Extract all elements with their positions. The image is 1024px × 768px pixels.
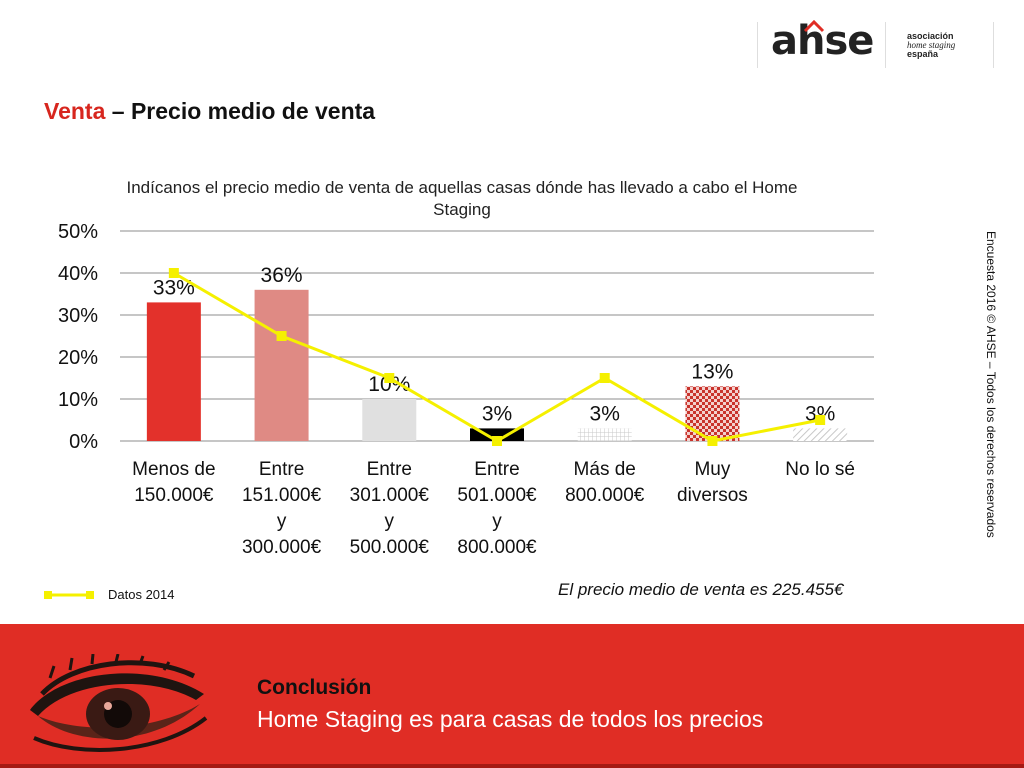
- line-point-2014: [707, 436, 718, 446]
- bar: [254, 289, 309, 441]
- line-point-2014: [276, 331, 287, 341]
- logo-divider: [885, 22, 886, 68]
- y-tick-label: 30%: [58, 305, 98, 327]
- category-label: Muy diversos: [677, 459, 748, 506]
- logo-wordmark: ahse: [771, 18, 874, 64]
- logo-text: asociación home staging españa: [907, 32, 955, 59]
- category-label: Entre 501.000€ y 800.000€: [457, 459, 537, 558]
- series-2014: [168, 268, 826, 446]
- house-roof-icon: [803, 19, 825, 33]
- data-label: 13%: [691, 360, 733, 383]
- line-point-2014: [492, 436, 502, 446]
- y-tick-label: 20%: [58, 347, 98, 369]
- logo-line-2: home staging: [907, 40, 956, 50]
- category-label: Entre 301.000€ y 500.000€: [350, 459, 430, 558]
- logo-divider: [993, 22, 994, 68]
- logo-divider: [757, 22, 758, 68]
- chart-gridlines: [120, 230, 874, 442]
- copyright-note: Encuesta 2016 © AHSE – Todos los derecho…: [984, 231, 998, 538]
- data-label: 3%: [805, 402, 835, 425]
- legend-label-2014: Datos 2014: [108, 587, 175, 602]
- conclusion-banner: Conclusión Home Staging es para casas de…: [0, 624, 1024, 768]
- chart-title: Indícanos el precio medio de venta de aq…: [126, 178, 798, 219]
- y-tick-label: 40%: [58, 263, 98, 285]
- y-axis-ticks: 0% 10% 20% 30% 40% 50%: [58, 221, 98, 453]
- bar: [362, 399, 417, 441]
- brand-logo: ahse asociación home staging españa: [757, 18, 995, 70]
- line-point-2014: [384, 373, 395, 383]
- logo-line-1: asociación: [907, 31, 954, 41]
- data-label: 33%: [153, 276, 195, 299]
- bar-chart: 0% 10% 20% 30% 40% 50% 33% 36% 10% 3% 3% 13% 3% Men…: [58, 221, 874, 558]
- line-point-2014: [168, 268, 179, 278]
- bar: [793, 428, 848, 441]
- slide-title-accent: Venta: [44, 98, 106, 124]
- conclusion-heading: Conclusión: [257, 676, 372, 699]
- y-tick-label: 0%: [69, 431, 98, 453]
- slide-title: Venta – Precio medio de venta: [44, 98, 375, 125]
- category-label: Menos de 150.000€: [132, 459, 215, 506]
- category-label: Más de 800.000€: [565, 459, 645, 506]
- y-tick-label: 50%: [58, 221, 98, 243]
- bar: [146, 302, 201, 441]
- data-label: 3%: [482, 402, 512, 425]
- line-point-2014: [599, 373, 610, 383]
- category-label: Entre 151.000€ y 300.000€: [242, 459, 322, 558]
- line-point-2014: [815, 415, 826, 425]
- x-axis-categories: Menos de 150.000€ Entre 151.000€ y 300.000€ En…: [132, 459, 855, 558]
- data-label: 3%: [590, 402, 620, 425]
- legend-line-marker: [44, 591, 94, 599]
- bar: [685, 386, 740, 441]
- y-tick-label: 10%: [58, 389, 98, 411]
- chart-bars: [146, 289, 848, 441]
- slide-title-rest: – Precio medio de venta: [105, 98, 376, 124]
- eye-illustration-icon: [30, 654, 208, 752]
- bar: [577, 428, 632, 441]
- category-label: No lo sé: [785, 459, 855, 480]
- data-label: 10%: [368, 373, 410, 396]
- average-price-note: El precio medio de venta es 225.455€: [558, 580, 844, 599]
- conclusion-text: Home Staging es para casas de todos los …: [257, 706, 764, 732]
- data-labels: 33% 36% 10% 3% 3% 13% 3%: [153, 264, 835, 426]
- data-label: 36%: [261, 264, 303, 287]
- banner-bottom-edge: [0, 764, 1024, 768]
- logo-line-3: españa: [907, 49, 939, 59]
